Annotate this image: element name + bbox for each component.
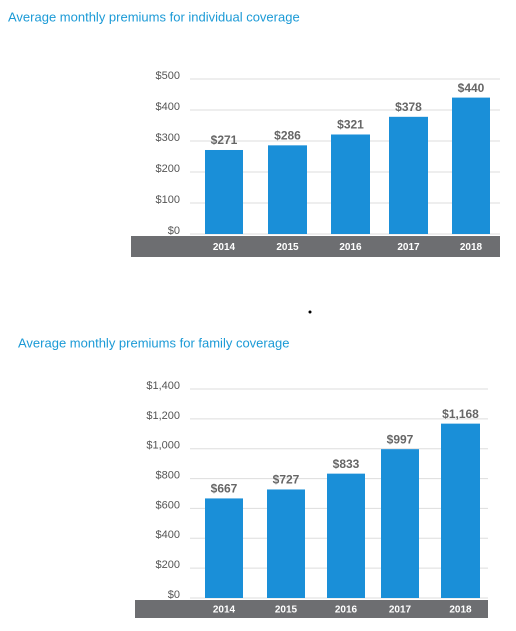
dot [308,310,312,314]
value-label: $1,168 [442,407,479,421]
y-tick-label: $800 [156,469,180,481]
value-label: $286 [274,129,301,143]
bar [452,97,490,234]
bar [381,449,419,598]
category-band [135,600,488,618]
value-label: $321 [337,118,364,132]
bar [268,145,307,234]
x-tick-label: 2015 [276,242,299,253]
bar [205,498,243,598]
bar [267,489,305,598]
y-tick-label: $100 [156,194,180,206]
x-tick-label: 2018 [449,605,472,616]
category-band [131,236,500,257]
x-tick-label: 2016 [339,242,362,253]
chart-title: Average monthly premiums for family cove… [18,335,289,350]
x-tick-label: 2017 [397,242,420,253]
value-label: $997 [387,432,414,446]
bar [327,473,365,598]
x-tick-label: 2015 [275,605,298,616]
chart-title: Average monthly premiums for individual … [8,9,300,24]
value-label: $440 [458,81,485,95]
value-label: $667 [211,482,238,496]
x-tick-label: 2014 [213,242,236,253]
value-label: $833 [333,457,360,471]
bar [331,134,370,234]
y-tick-label: $500 [156,70,180,82]
y-tick-label: $400 [156,529,180,541]
x-tick-label: 2018 [460,242,483,253]
bar [441,423,480,598]
y-tick-label: $300 [156,132,180,144]
value-label: $727 [273,473,300,487]
x-tick-label: 2017 [389,605,412,616]
value-label: $271 [211,133,238,147]
y-tick-label: $0 [168,589,180,601]
bar [389,116,428,234]
x-tick-label: 2014 [213,605,236,616]
y-tick-label: $1,200 [146,410,180,422]
value-label: $378 [395,100,422,114]
x-tick-label: 2016 [335,605,358,616]
y-tick-label: $200 [156,559,180,571]
y-tick-label: $400 [156,101,180,113]
y-tick-label: $200 [156,163,180,175]
bar [205,149,243,234]
y-tick-label: $1,000 [146,440,180,452]
y-tick-label: $1,400 [146,380,180,392]
y-tick-label: $0 [168,225,180,237]
y-tick-label: $600 [156,499,180,511]
